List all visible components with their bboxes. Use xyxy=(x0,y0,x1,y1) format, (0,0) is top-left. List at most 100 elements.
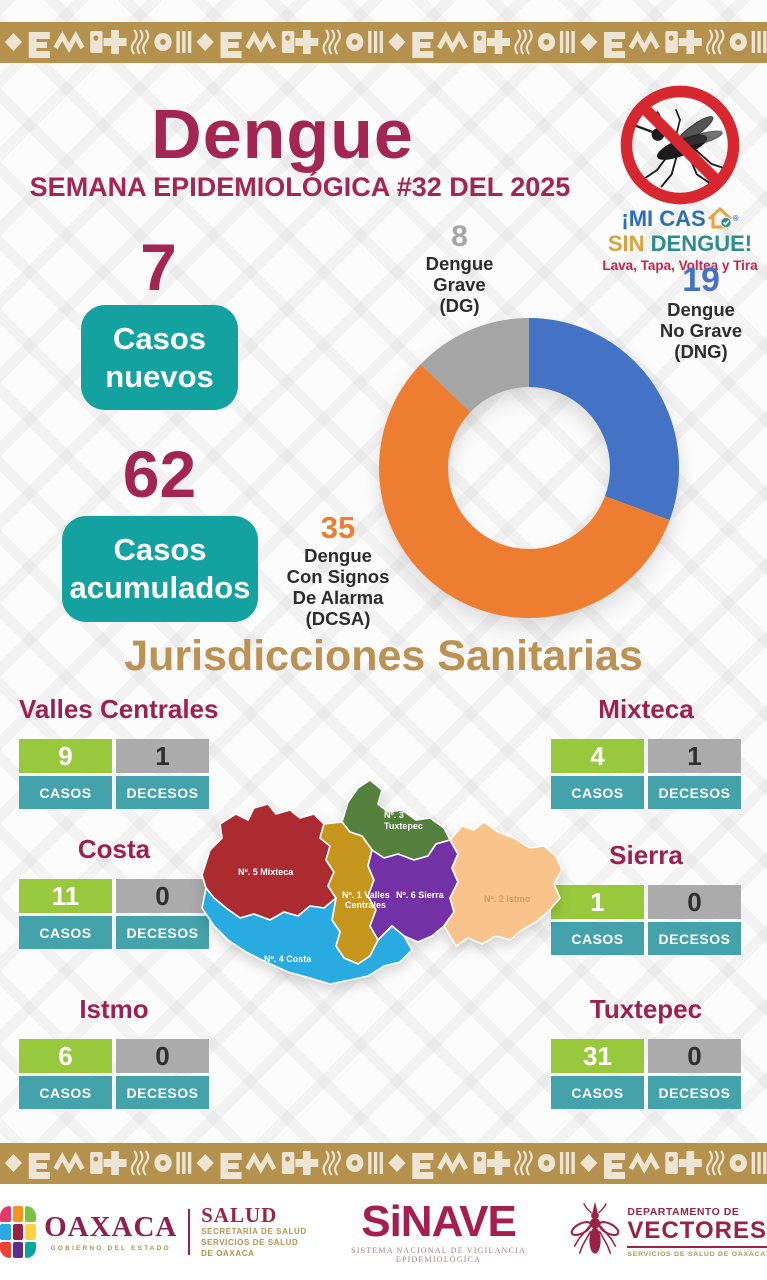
decesos-value: 0 xyxy=(116,879,209,913)
map-label-mixteca: Nº. 5 Mixteca xyxy=(238,867,294,877)
jurisdiction-card-costa: Costa 11 0 CASOS DECESOS xyxy=(19,834,209,949)
campaign-mi-cas: ¡MI CAS xyxy=(621,206,706,232)
casos-label: CASOS xyxy=(551,776,644,809)
casos-label: CASOS xyxy=(551,922,644,955)
campaign-line2: SIN DENGUE! xyxy=(594,232,766,255)
jurisdiction-name: Mixteca xyxy=(598,694,694,724)
decesos-value: 1 xyxy=(116,739,209,773)
jurisdictions-heading: Jurisdicciones Sanitarias xyxy=(124,632,643,680)
dcsa-line: (DCSA) xyxy=(305,607,371,629)
donut-label-dcsa: 35 Dengue Con Signos De Alarma (DCSA) xyxy=(270,510,406,629)
dg-line: Grave xyxy=(433,273,486,295)
casos-label: CASOS xyxy=(19,776,112,809)
donut-chart xyxy=(379,318,679,618)
campaign-sin: SIN xyxy=(607,231,645,256)
campaign-tagline: Lava, Tapa, Voltea y Tira xyxy=(602,258,758,274)
vectores-line1: DEPARTAMENTO DE xyxy=(627,1206,740,1219)
jurisdiction-name: Sierra xyxy=(609,840,683,870)
jurisdiction-card-sierra: Sierra 1 0 CASOS DECESOS xyxy=(551,840,741,955)
map-label-tuxtepec: Nº. 3 Tuxtepec xyxy=(384,810,423,831)
new-cases-value: 7 xyxy=(140,230,177,304)
dng-line: (DNG) xyxy=(674,340,728,362)
oaxaca-gov-logo: OAXACA GOBIERNO DEL ESTADO SALUD SECRETA… xyxy=(0,1202,308,1260)
jurisdiction-table: 6 0 CASOS DECESOS xyxy=(19,1039,209,1109)
casos-value: 6 xyxy=(19,1039,112,1073)
decesos-value: 1 xyxy=(648,739,741,773)
casos-label: CASOS xyxy=(551,1076,644,1109)
decesos-label: DECESOS xyxy=(116,1076,209,1109)
footer: OAXACA GOBIERNO DEL ESTADO SALUD SECRETA… xyxy=(0,1184,767,1280)
decorative-border-top xyxy=(0,22,767,63)
footer-divider xyxy=(188,1209,191,1255)
jurisdiction-name: Costa xyxy=(77,834,151,864)
decesos-value: 0 xyxy=(648,1039,741,1073)
dg-line: (DG) xyxy=(439,294,480,316)
sinave-logo: SiNAVE SISTEMA NACIONAL DE VIGILANCIA EP… xyxy=(330,1197,548,1265)
casos-value: 4 xyxy=(551,739,644,773)
jurisdiction-table: 31 0 CASOS DECESOS xyxy=(551,1039,741,1109)
salud-wordmark: SALUD xyxy=(201,1202,278,1227)
donut-label-dng: 19 Dengue No Grave (DNG) xyxy=(638,261,764,362)
vectores-wordmark: VECTORES xyxy=(627,1218,767,1248)
jurisdiction-table: 9 1 CASOS DECESOS xyxy=(19,739,209,809)
jurisdiction-name: Tuxtepec xyxy=(589,994,703,1024)
cumulative-cases-value: 62 xyxy=(122,437,197,511)
campaign-line1: ¡MI CAS ® xyxy=(594,206,766,232)
jurisdiction-card-tuxtepec: Tuxtepec 31 0 CASOS DECESOS xyxy=(551,994,741,1109)
decesos-label: DECESOS xyxy=(116,776,209,809)
jurisdiction-card-valles-centrales: Valles Centrales 9 1 CASOS DECESOS xyxy=(19,694,219,809)
dng-line: No Grave xyxy=(659,319,743,341)
sinave-wordmark: SiNAVE xyxy=(361,1197,517,1246)
campaign-dengue: DENGUE! xyxy=(650,231,753,256)
casos-value: 1 xyxy=(551,885,644,919)
casos-label: CASOS xyxy=(19,916,112,949)
salud-line1: SECRETARÍA DE SALUD xyxy=(201,1226,307,1236)
oaxaca-wordmark: OAXACA xyxy=(44,1210,178,1243)
vectores-logo: DEPARTAMENTO DE VECTORES SERVICIOS DE SA… xyxy=(569,1201,767,1263)
registered-mark: ® xyxy=(732,213,739,223)
oaxaca-subtitle: GOBIERNO DEL ESTADO xyxy=(50,1244,171,1252)
map-label-sierra: Nº. 6 Sierra xyxy=(396,890,445,900)
page-title: Dengue xyxy=(151,95,414,173)
jurisdiction-table: 1 0 CASOS DECESOS xyxy=(551,885,741,955)
vectores-subtitle: SERVICIOS DE SALUD DE OAXACA xyxy=(627,1250,767,1258)
jurisdiction-card-istmo: Istmo 6 0 CASOS DECESOS xyxy=(19,994,209,1109)
jurisdiction-table: 11 0 CASOS DECESOS xyxy=(19,879,209,949)
dcsa-line: De Alarma xyxy=(292,586,384,608)
casos-value: 31 xyxy=(551,1039,644,1073)
campaign-wordmark: ¡MI CAS ® SIN DENGUE! Lava, Tapa, Voltea… xyxy=(594,206,766,274)
oaxaca-jurisdictions-map: Nº. 5 Mixteca Nº. 3 Tuxtepec Nº. 1 Valles… xyxy=(201,780,563,985)
page-subtitle: SEMANA EPIDEMIOLÓGICA #32 DEL 2025 xyxy=(29,172,571,202)
dcsa-value: 35 xyxy=(320,510,356,545)
salud-line2: SERVICIOS DE SALUD DE OAXACA xyxy=(201,1237,299,1259)
dcsa-line: Dengue xyxy=(304,544,372,566)
decesos-label: DECESOS xyxy=(648,922,741,955)
sinave-caption: SISTEMA NACIONAL DE VIGILANCIA EPIDEMIOL… xyxy=(351,1246,526,1264)
casos-label: CASOS xyxy=(19,1076,112,1109)
house-icon xyxy=(708,206,732,229)
jurisdiction-table: 4 1 CASOS DECESOS xyxy=(551,739,741,809)
decorative-border-bottom xyxy=(0,1143,767,1184)
new-cases-box: Casos nuevos xyxy=(81,305,238,410)
jurisdiction-name: Istmo xyxy=(79,994,149,1024)
dng-value: 19 xyxy=(682,261,720,299)
decesos-label: DECESOS xyxy=(648,776,741,809)
oaxaca-state-icon xyxy=(0,1206,37,1258)
donut-label-dg: 8 Dengue Grave (DG) xyxy=(402,221,517,316)
decesos-label: DECESOS xyxy=(116,916,209,949)
dg-value: 8 xyxy=(451,220,468,253)
map-label-valles: Nº. 1 Valles Centrales xyxy=(342,890,390,910)
decesos-value: 0 xyxy=(648,885,741,919)
map-label-istmo: Nº. 2 Istmo xyxy=(484,894,531,904)
casos-value: 11 xyxy=(19,879,112,913)
mosquito-icon xyxy=(571,1201,620,1254)
map-label-costa: Nº. 4 Costa xyxy=(264,954,312,964)
dg-line: Dengue xyxy=(425,252,494,274)
jurisdiction-name: Valles Centrales xyxy=(19,694,219,724)
casos-value: 9 xyxy=(19,739,112,773)
dcsa-line: Con Signos xyxy=(286,565,390,587)
cumulative-cases-box: Casos acumulados xyxy=(62,516,258,622)
decesos-value: 0 xyxy=(116,1039,209,1073)
no-mosquito-icon xyxy=(620,85,740,205)
